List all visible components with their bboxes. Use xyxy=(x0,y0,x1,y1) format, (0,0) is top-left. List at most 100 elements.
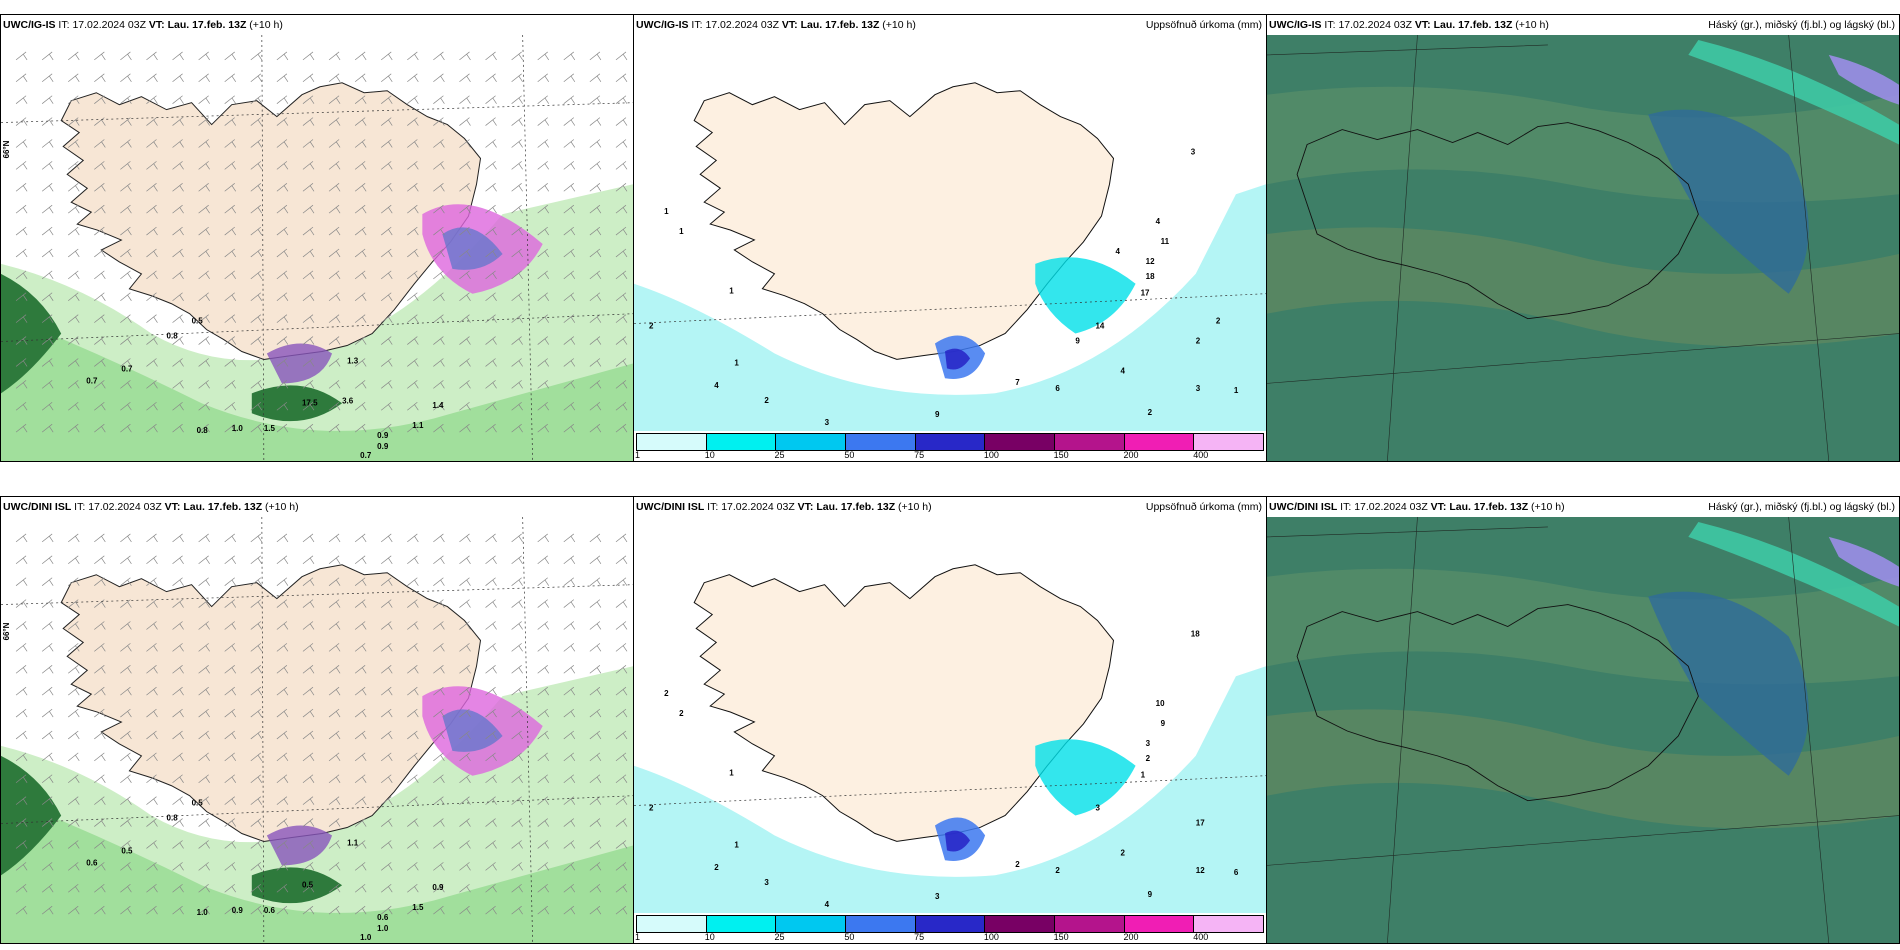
precip-colorbar: 1 10 25 50 75 100 150 200 400 xyxy=(634,913,1266,943)
vt-value: Lau. 17.feb. 13Z xyxy=(1433,19,1513,31)
precip-value-label: 4 xyxy=(714,381,719,390)
lead-time: (+10 h) xyxy=(1515,19,1549,31)
precip-value-label: 18 xyxy=(1191,629,1200,638)
precip-value-label: 6 xyxy=(1234,868,1239,877)
wind-value-label: 0.7 xyxy=(121,364,133,373)
precip-value-label: 1 xyxy=(1141,771,1146,780)
colorbar-tick-label: 100 xyxy=(983,450,999,460)
precip-panel-2: UWC/DINI ISL IT: 17.02.2024 03Z VT: Lau.… xyxy=(633,496,1267,944)
precip-value-label: 3 xyxy=(764,878,769,887)
it-value: 17.02.2024 03Z xyxy=(1354,501,1428,513)
precip-value-label: 3 xyxy=(1095,804,1100,813)
precip-value-label: 17 xyxy=(1196,818,1205,827)
wind-value-label: 1.3 xyxy=(347,356,359,365)
precip-title: Uppsöfnuð úrkoma (mm) xyxy=(1145,501,1262,513)
precip-value-label: 2 xyxy=(714,863,719,872)
colorbar-swatch xyxy=(776,916,847,932)
precip-value-label: 1 xyxy=(664,207,669,216)
vt-label: VT: xyxy=(1430,501,1447,513)
precip-value-label: 7 xyxy=(1015,378,1020,387)
it-value: 17.02.2024 03Z xyxy=(88,501,162,513)
lead-time: (+10 h) xyxy=(898,501,932,513)
vt-value: Lau. 17.feb. 13Z xyxy=(167,19,247,31)
precip-value-label: 2 xyxy=(649,804,654,813)
precip-value-label: 9 xyxy=(1148,890,1153,899)
precip-value-label: 14 xyxy=(1095,322,1104,331)
colorbar-swatch xyxy=(1055,916,1125,932)
precip-value-label: 2 xyxy=(649,322,654,331)
it-label: IT: xyxy=(58,19,70,31)
colorbar-tick-label: 1 xyxy=(635,450,641,460)
wind-value-label: 0.8 xyxy=(167,814,179,823)
precip-value-label: 1 xyxy=(734,840,739,849)
colorbar-tick-label: 200 xyxy=(1123,932,1139,942)
colorbar-tick-label: 75 xyxy=(914,450,925,460)
lead-time: (+10 h) xyxy=(1531,501,1565,513)
colorbar-tick-label: 10 xyxy=(704,450,715,460)
colorbar-swatch xyxy=(915,916,986,932)
panel-header: UWC/IG-IS IT: 17.02.2024 03Z VT: Lau. 17… xyxy=(1,15,633,35)
model-name: UWC/DINI ISL xyxy=(3,501,72,513)
vt-value: Lau. 17.feb. 13Z xyxy=(816,501,896,513)
precip-value-label: 4 xyxy=(825,900,830,909)
colorbar-tick-label: 400 xyxy=(1193,450,1209,460)
wind-value-label: 0.9 xyxy=(432,883,444,892)
colorbar-swatch xyxy=(846,434,916,450)
colorbar-swatch xyxy=(1124,434,1195,450)
precip-value-label: 12 xyxy=(1146,257,1155,266)
precip-value-label: 2 xyxy=(1121,848,1126,857)
model-name: UWC/IG-IS xyxy=(3,19,56,31)
cloud-title: Háský (gr.), miðský (fj.bl.) og lágský (… xyxy=(1708,501,1895,513)
colorbar-tick-label: 400 xyxy=(1193,932,1209,942)
lead-time: (+10 h) xyxy=(249,19,283,31)
colorbar-tick-label: 10 xyxy=(704,932,715,942)
precip-value-label: 2 xyxy=(764,396,769,405)
colorbar-tick-label: 150 xyxy=(1053,450,1069,460)
precip-value-label: 12 xyxy=(1196,866,1205,875)
precip-value-label: 4 xyxy=(1116,247,1121,256)
precip-panel-1: UWC/IG-IS IT: 17.02.2024 03Z VT: Lau. 17… xyxy=(633,14,1267,462)
wind-value-label: 1.0 xyxy=(197,908,209,917)
wind-value-label: 1.1 xyxy=(347,838,359,847)
colorbar-tick-label: 50 xyxy=(844,932,855,942)
precip-value-label: 1 xyxy=(729,287,734,296)
colorbar-swatch xyxy=(1194,916,1264,932)
lead-time: (+10 h) xyxy=(882,19,916,31)
latitude-label: 66°N xyxy=(2,622,11,640)
colorbar-swatch xyxy=(1055,434,1125,450)
precip-value-label: 3 xyxy=(1191,147,1196,156)
panel-header: UWC/IG-IS IT: 17.02.2024 03Z VT: Lau. 17… xyxy=(1267,15,1899,35)
it-value: 17.02.2024 03Z xyxy=(705,19,779,31)
cloud-panel-1: UWC/IG-IS IT: 17.02.2024 03Z VT: Lau. 17… xyxy=(1266,14,1900,462)
wind-map: 0.5 0.8 0.6 0.5 1.0 0.9 0.6 0.5 1.0 1.0 0.6 1.5 0.9 1… xyxy=(1,517,633,943)
latitude-label: 66°N xyxy=(2,140,11,158)
precip-value-label: 2 xyxy=(679,709,684,718)
precip-value-label: 3 xyxy=(1146,739,1151,748)
precip-value-label: 2 xyxy=(1216,317,1221,326)
map-area xyxy=(1267,35,1899,461)
cloud-panel-2: UWC/DINI ISL IT: 17.02.2024 03Z VT: Lau.… xyxy=(1266,496,1900,944)
wind-value-label: 0.5 xyxy=(192,799,204,808)
precip-value-label: 9 xyxy=(1161,719,1166,728)
precip-value-label: 2 xyxy=(1148,408,1153,417)
precip-value-label: 1 xyxy=(734,358,739,367)
wind-value-label: 1.0 xyxy=(377,924,389,933)
map-area: 0.5 0.8 0.6 0.5 1.0 0.9 0.6 0.5 1.0 1.0 0.6 1.5 0.9 1… xyxy=(1,517,633,943)
colorbar-tick-label: 200 xyxy=(1123,450,1139,460)
it-value: 17.02.2024 03Z xyxy=(72,19,146,31)
colorbar-swatch xyxy=(1124,916,1195,932)
wind-value-label: 0.5 xyxy=(121,846,133,855)
wind-value-label: 0.8 xyxy=(197,426,209,435)
colorbar-swatch xyxy=(915,434,986,450)
precip-value-label: 11 xyxy=(1161,237,1170,246)
it-label: IT: xyxy=(1324,19,1336,31)
map-area: 1 1 1 2 1 4 2 3 9 7 6 4 2 3 1 2 3 4 11 12 18 17 14 9 2 4 xyxy=(634,35,1266,431)
it-label: IT: xyxy=(707,501,719,513)
wind-value-label: 0.6 xyxy=(377,913,389,922)
cloud-map xyxy=(1267,35,1899,461)
precip-value-label: 3 xyxy=(1196,384,1201,393)
precip-value-label: 1 xyxy=(1234,386,1239,395)
wind-value-label: 0.7 xyxy=(360,451,372,460)
cloud-map xyxy=(1267,517,1899,943)
vt-label: VT: xyxy=(1414,19,1431,31)
